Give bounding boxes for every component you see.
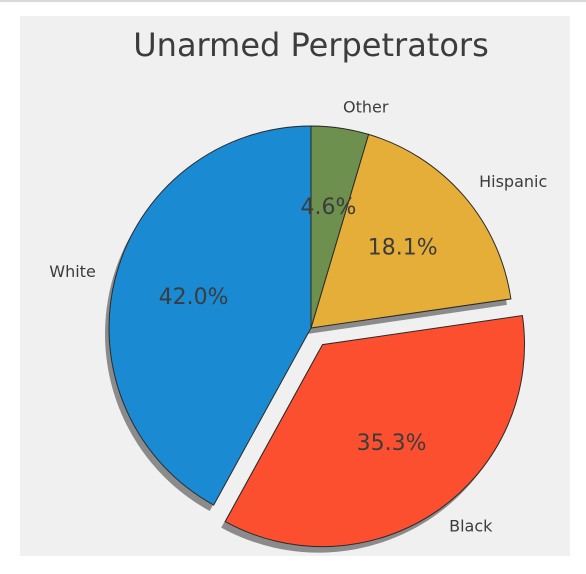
slice-label-other: Other — [343, 98, 389, 117]
pie-slices — [108, 125, 525, 548]
slice-percent-hispanic: 18.1% — [368, 236, 438, 261]
pie-labels: White 42.0% Black 35.3% Hispanic 18.1% Other 4.… — [49, 98, 547, 536]
pie-slice-other — [310, 125, 370, 329]
pie-slice-white — [108, 125, 312, 506]
chart-panel: Unarmed Perpetrators White 42.0% Black 35.3… — [20, 16, 570, 556]
slice-percent-white: 42.0% — [159, 285, 229, 310]
slice-label-hispanic: Hispanic — [479, 172, 547, 191]
slice-percent-other: 4.6% — [301, 195, 357, 220]
slice-percent-black: 35.3% — [357, 431, 427, 456]
slice-label-black: Black — [449, 517, 493, 536]
slice-label-white: White — [49, 262, 96, 281]
chart-title: Unarmed Perpetrators — [133, 26, 489, 64]
pie-slice-black — [224, 314, 525, 548]
pie-chart: Unarmed Perpetrators White 42.0% Black 35.3… — [49, 26, 547, 553]
top-divider — [0, 0, 586, 2]
pie-slice-hispanic — [310, 133, 512, 329]
